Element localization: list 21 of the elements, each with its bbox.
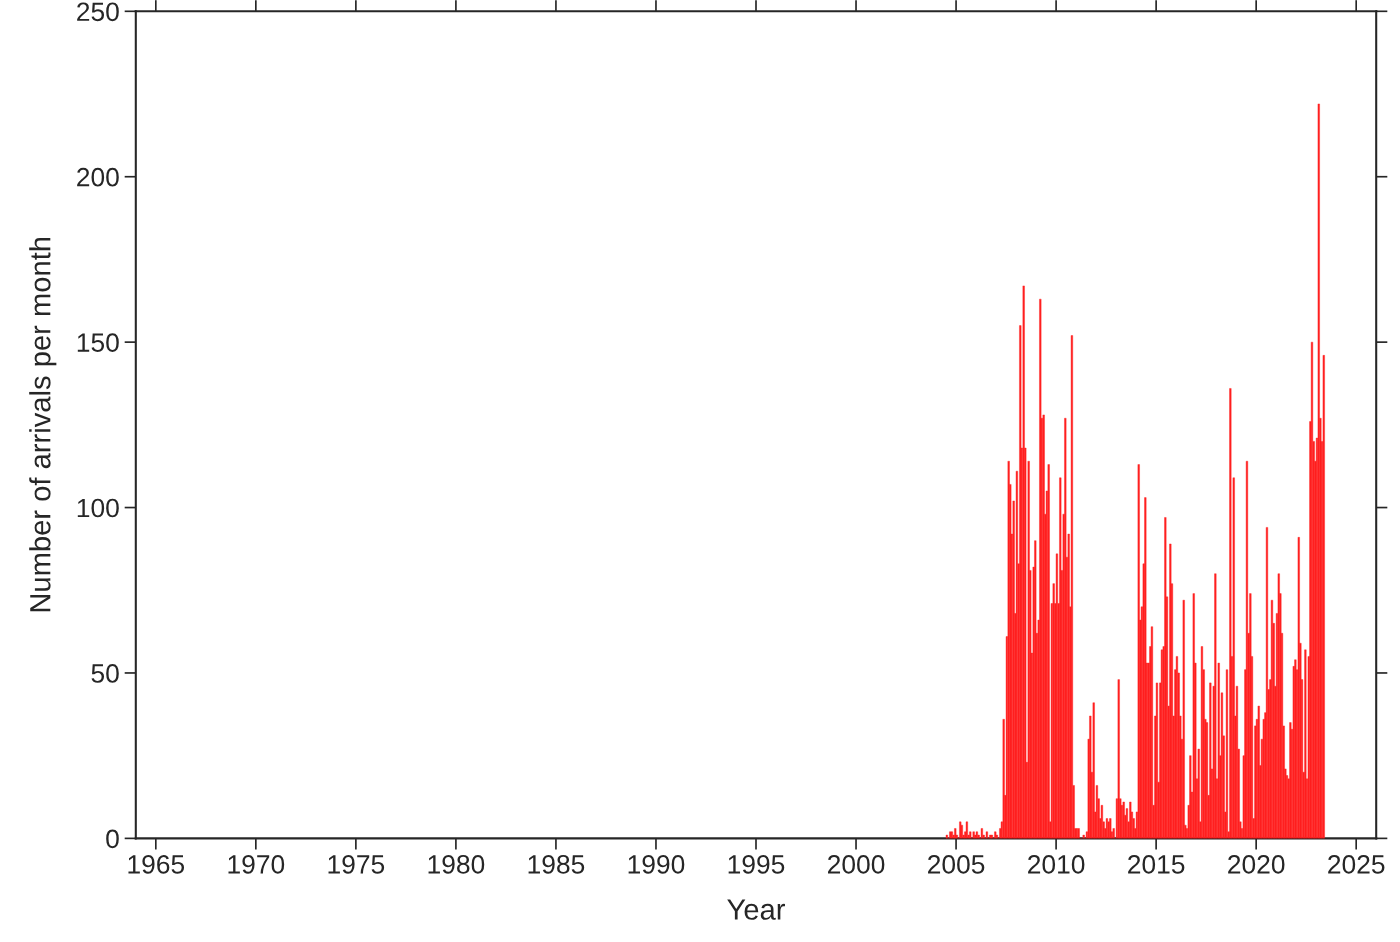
x-tick-label: 2000 [828, 855, 885, 874]
x-tick-label: 1965 [128, 855, 185, 874]
x-tick-label: 2020 [1228, 855, 1285, 874]
y-axis-title: Number of arrivals per month [29, 237, 57, 612]
x-tick-label: 2005 [928, 855, 985, 874]
x-tick-label: 2025 [1328, 855, 1385, 874]
x-axis-title: Year [727, 899, 785, 920]
x-tick-label: 1995 [728, 855, 785, 874]
x-tick-label: 1970 [228, 855, 285, 874]
y-tick-label: 250 [77, 2, 119, 22]
x-tick-label: 1980 [428, 855, 485, 874]
y-tick-label: 50 [91, 664, 119, 683]
x-tick-label: 1990 [628, 855, 685, 874]
x-tick-label: 1985 [528, 855, 585, 874]
x-tick-label: 1975 [328, 855, 385, 874]
x-tick-label: 2010 [1028, 855, 1085, 874]
y-tick-label: 0 [106, 829, 119, 849]
y-tick-label: 200 [77, 167, 119, 187]
x-tick-label: 2015 [1128, 855, 1185, 874]
y-tick-label: 100 [77, 498, 119, 518]
y-tick-label: 150 [77, 333, 119, 352]
